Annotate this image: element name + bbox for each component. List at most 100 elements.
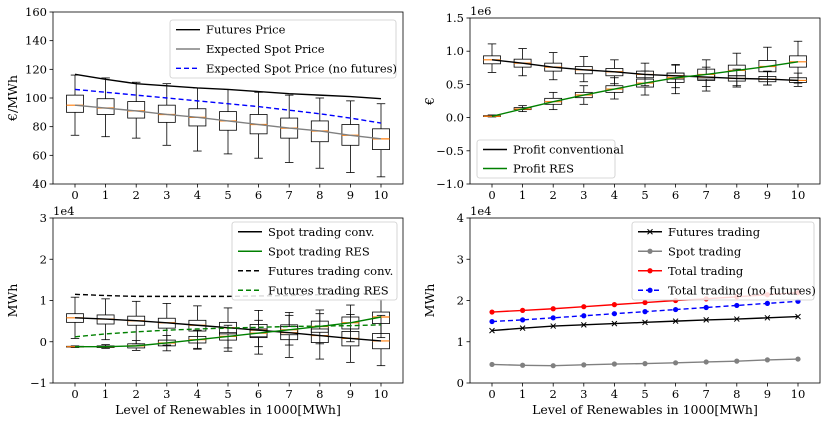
x-tick-label: 0	[71, 188, 78, 202]
y-tick-label: 1	[457, 335, 464, 349]
x-tick-label: 8	[316, 387, 323, 401]
legend-marker	[647, 228, 653, 235]
axis-scale-label: 1e6	[470, 4, 491, 18]
data-point	[642, 309, 648, 315]
y-tick-label: 80	[32, 120, 47, 134]
x-axis-label: Level of Renewables in 1000[MWh]	[115, 402, 341, 417]
data-point	[703, 317, 710, 323]
data-point	[764, 314, 771, 321]
series-line-futures-trading-conv-	[74, 292, 382, 298]
panel-profit: 0 1 2 3 4 5 6 7 8 9 10 −1.0 −0.5 0.0 0.5 1.0 1.5 1e6 € Prof…	[422, 4, 821, 202]
data-point	[642, 361, 648, 367]
x-tick-label: 3	[163, 188, 170, 202]
data-point	[581, 313, 587, 319]
x-tick-label: 9	[347, 188, 354, 202]
x-tick-label: 1	[519, 188, 526, 202]
y-tick-label: 1.5	[446, 11, 464, 25]
x-tick-label: 0	[488, 188, 495, 202]
x-tick-label: 6	[255, 387, 262, 401]
y-tick-label: −1.0	[436, 177, 464, 191]
data-point	[550, 315, 556, 321]
legend-label: Total trading (no futures)	[668, 283, 816, 297]
legend-label: Futures Price	[206, 23, 286, 37]
data-point	[703, 304, 709, 311]
y-tick-label: 4	[457, 211, 464, 225]
boxplot-box	[727, 52, 746, 88]
box-iqr	[372, 311, 390, 324]
data-point	[489, 327, 495, 334]
data-point	[734, 302, 740, 309]
data-point	[795, 356, 801, 362]
x-tick-label: 3	[580, 387, 587, 401]
y-tick-label: 2	[40, 252, 47, 266]
series-line-profit-res	[491, 61, 799, 117]
y-axis-label: MWh	[5, 284, 20, 318]
x-tick-label: 7	[703, 188, 710, 202]
legend-frame	[169, 19, 397, 79]
x-tick-label: 9	[347, 387, 354, 401]
boxplot-box	[188, 87, 207, 152]
y-tick-label: 60	[32, 148, 47, 162]
legend-label: Expected Spot Price	[206, 42, 325, 56]
x-tick-label: 0	[71, 387, 78, 401]
y-tick-label: 160	[25, 5, 47, 19]
x-tick-label: 1	[102, 188, 109, 202]
y-tick-label: 1	[40, 294, 47, 308]
data-point	[520, 362, 526, 368]
axis-scale-label: 1e4	[470, 204, 491, 218]
x-tick-label: 4	[611, 387, 618, 401]
y-tick-label: 40	[32, 177, 47, 191]
data-point	[550, 363, 556, 369]
data-point	[611, 311, 618, 317]
data-point	[550, 306, 556, 312]
series-line-futures-trading	[491, 315, 799, 332]
series-line-profit-conventional	[491, 59, 799, 82]
data-point	[795, 313, 801, 320]
x-tick-label: 3	[163, 387, 170, 401]
data-point	[520, 317, 526, 323]
series-line-expected-spot-price	[74, 104, 382, 140]
legend-frame	[476, 139, 616, 179]
x-tick-label: 2	[133, 188, 140, 202]
data-point	[672, 318, 679, 324]
y-tick-label: 2	[457, 294, 464, 308]
x-tick-label: 0	[488, 387, 495, 401]
y-axis-label: €	[422, 97, 437, 106]
data-point	[642, 299, 648, 306]
legend-label: Futures trading conv.	[268, 264, 393, 278]
x-tick-label: 6	[672, 387, 679, 401]
boxplot-box	[483, 43, 501, 73]
legend-label: Futures trading	[668, 225, 761, 239]
legend-label: Expected Spot Price (no futures)	[206, 61, 397, 75]
legend-marker	[647, 248, 653, 254]
boxplot-box	[666, 64, 685, 95]
data-point	[764, 357, 771, 363]
data-point	[520, 307, 526, 313]
y-tick-label: 0.5	[446, 77, 464, 91]
x-tick-label: 9	[764, 188, 771, 202]
panel-spot_futures: 0 1 2 3 4 5 6 7 8 9 10 −1 0 1 2 3 1e4 MWh Level of Renewab…	[5, 204, 404, 417]
x-tick-label: 2	[550, 387, 557, 401]
boxplot-box	[372, 103, 390, 178]
x-tick-label: 8	[733, 188, 740, 202]
y-tick-label: 100	[25, 91, 47, 105]
legend-label: Profit conventional	[513, 143, 624, 157]
x-tick-label: 2	[550, 188, 557, 202]
boxplot-box	[188, 305, 207, 349]
legend-label: Spot trading RES	[268, 244, 370, 258]
x-tick-label: 8	[733, 387, 740, 401]
data-point	[734, 358, 740, 364]
data-point	[733, 316, 740, 322]
series-line-expected-spot-price-no-futures-	[74, 88, 382, 124]
x-tick-label: 2	[133, 387, 140, 401]
data-point	[673, 306, 679, 313]
x-axis-label: Level of Renewables in 1000[MWh]	[532, 402, 758, 417]
x-tick-label: 4	[194, 188, 201, 202]
y-tick-label: 3	[457, 252, 464, 266]
series-line-futures-price	[74, 73, 382, 100]
x-tick-label: 10	[791, 387, 806, 401]
data-point	[489, 318, 495, 325]
data-point	[489, 309, 495, 315]
y-axis-label: MWh	[422, 284, 437, 318]
